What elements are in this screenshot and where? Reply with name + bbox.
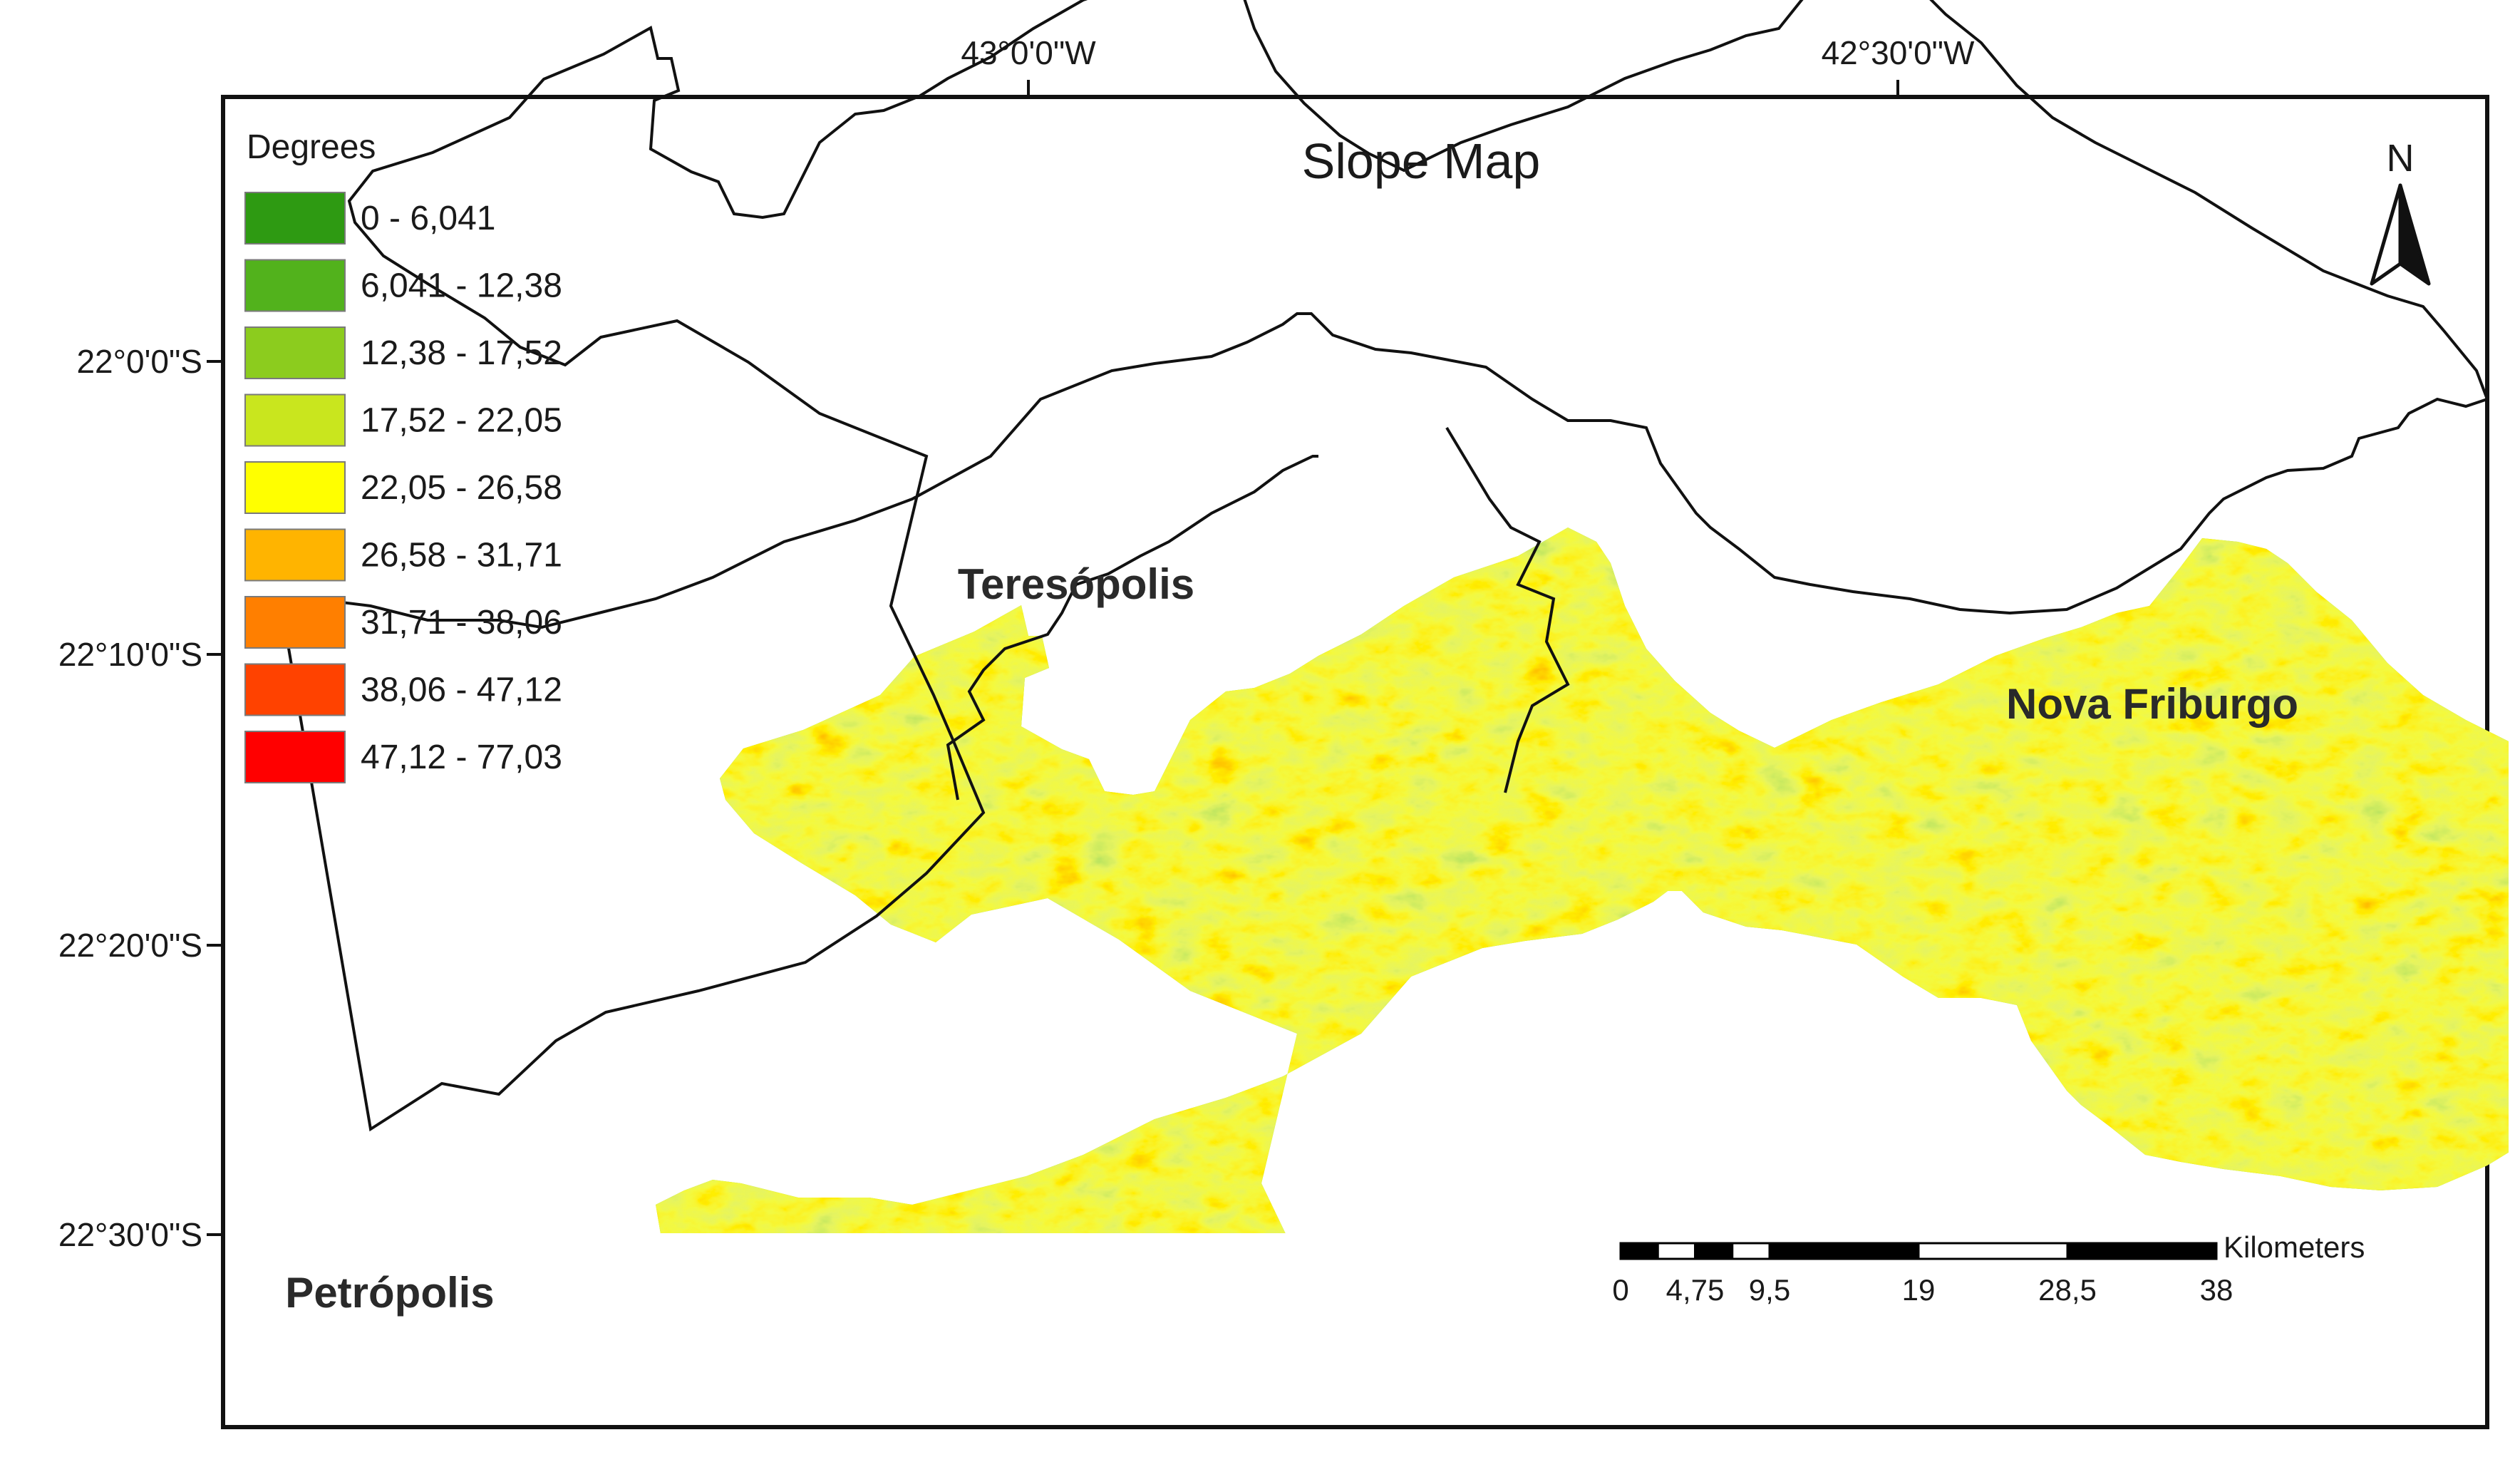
legend-label: 12,38 - 17,52 <box>361 334 562 372</box>
scale-bar: Kilometers 0 4,75 9,5 19 28,5 38 <box>1612 1230 2365 1307</box>
scale-unit-label: Kilometers <box>2224 1230 2365 1264</box>
latitude-label-2: 22°10'0"S <box>58 636 202 673</box>
legend-label: 31,71 - 38,06 <box>361 604 562 642</box>
legend-title: Degrees <box>247 128 376 166</box>
legend-swatch <box>244 259 346 312</box>
scale-bar-segment <box>1917 1242 2069 1260</box>
legend-label: 26,58 - 31,71 <box>361 537 562 575</box>
north-arrow-icon: N <box>2370 137 2431 286</box>
latitude-label-3: 22°20'0"S <box>58 927 202 964</box>
legend-label: 22,05 - 26,58 <box>361 469 562 507</box>
scale-bar-label: 0 <box>1612 1273 1628 1307</box>
scale-bar-segment <box>1619 1242 1659 1260</box>
legend-swatch <box>244 596 346 649</box>
legend-label: 47,12 - 77,03 <box>361 738 562 776</box>
legend-swatch <box>244 326 346 379</box>
scale-bar-label: 28,5 <box>2038 1273 2097 1307</box>
scale-bar-segment <box>1694 1242 1734 1260</box>
scale-bar-segment <box>1731 1242 1771 1260</box>
longitude-label-1: 43°0'0"W <box>961 34 1096 71</box>
legend-label: 38,06 - 47,12 <box>361 671 562 709</box>
scale-bar-label: 4,75 <box>1666 1273 1725 1307</box>
map-title: Slope Map <box>1302 133 1541 189</box>
scale-bar-segment <box>2066 1242 2218 1260</box>
latitude-label-4: 22°30'0"S <box>58 1216 202 1253</box>
legend-swatch <box>244 192 346 245</box>
legend-swatch <box>244 663 346 716</box>
legend-label: 0 - 6,041 <box>361 200 495 237</box>
scale-bar-label: 38 <box>2200 1273 2234 1307</box>
latitude-label-1: 22°0'0"S <box>76 343 202 380</box>
border-teresopolis-novafriburgo <box>1445 426 1570 793</box>
north-label: N <box>2387 137 2415 180</box>
scale-bar-label: 9,5 <box>1749 1273 1790 1307</box>
legend-swatch <box>244 731 346 783</box>
scale-bar-segment <box>1656 1242 1696 1260</box>
legend-swatch <box>244 393 346 447</box>
scale-bar-label: 19 <box>1902 1273 1936 1307</box>
municipality-boundary <box>283 0 2489 1132</box>
legend: Degrees 0 - 6,041 6,041 - 12,38 12,38 - 17… <box>244 128 562 783</box>
legend-label: 17,52 - 22,05 <box>361 402 562 440</box>
place-label-nova-friburgo: Nova Friburgo <box>2006 680 2298 728</box>
legend-swatch <box>244 528 346 582</box>
place-label-petropolis: Petrópolis <box>285 1269 494 1317</box>
border-petropolis-teresopolis <box>946 455 1318 801</box>
place-label-teresopolis: Teresópolis <box>958 560 1194 608</box>
scale-bar-segment <box>1768 1242 1920 1260</box>
longitude-label-2: 42°30'0"W <box>1822 34 1975 71</box>
legend-label: 6,041 - 12,38 <box>361 267 562 305</box>
legend-swatch <box>244 461 346 514</box>
